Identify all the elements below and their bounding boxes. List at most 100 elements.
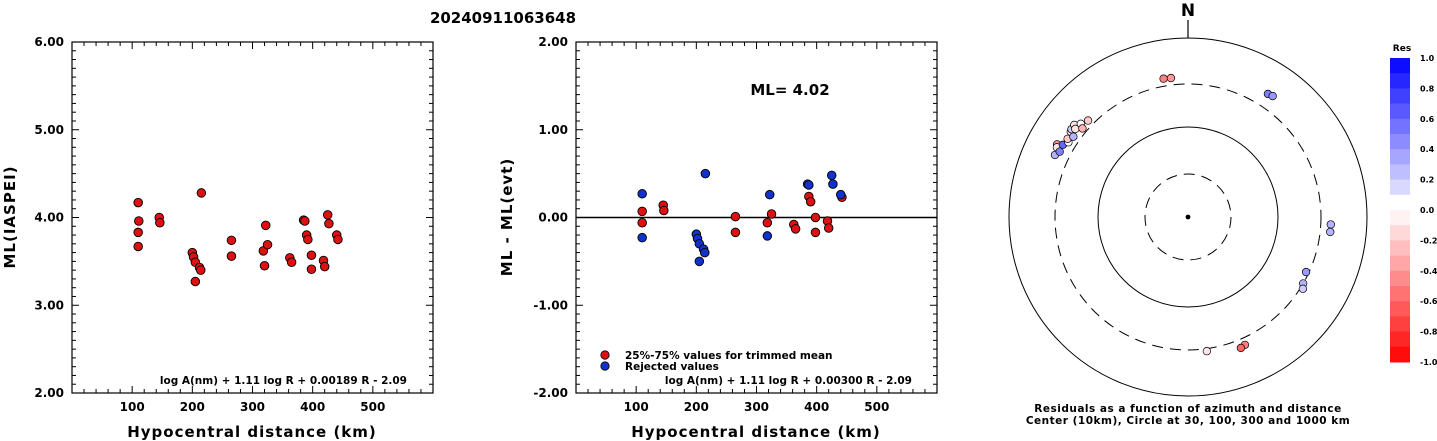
azimuth-plot-points [1050,73,1335,356]
ring-1000km [1008,37,1368,397]
station-point [1166,73,1176,83]
magnitude-plot-frame [71,41,434,394]
magnitude-point [155,218,165,228]
residual-point [826,170,837,181]
residual-point [659,205,669,216]
residual-point [823,223,834,233]
residual-point [764,189,775,200]
colorbar-cell [1390,316,1410,333]
colorbar-cell [1390,331,1410,348]
magnitude-y-tick-label: 2.00 [34,386,64,400]
colorbar-cell [1390,210,1410,226]
colorbar-cell [1390,179,1410,196]
colorbar-cell [1390,286,1410,302]
magnitude-x-tick-label: 300 [240,400,265,414]
colorbar-tick-label: 1.0 [1420,54,1435,63]
colorbar-tick-label: -0.4 [1420,267,1437,276]
residual-y-tick-label: -2.00 [533,386,568,400]
residual-point [730,211,741,222]
colorbar-tick-label: 0.0 [1420,206,1435,215]
colorbar-labels: 1.0 0.8 0.6 0.4 0.2 0.0 -0.2 -0.4 -0.6 -0.8 -1.0 [1420,54,1437,367]
residual-x-tick-label: 100 [624,400,649,414]
residual-point [835,189,846,200]
residual-y-tick-label: 1.00 [538,123,568,137]
colorbar-cell [1390,225,1410,241]
colorbar-tick-label: -0.8 [1420,328,1437,337]
residual-y-tick-label: 2.00 [538,35,568,49]
station-point [1301,267,1311,277]
magnitude-point [133,197,143,208]
magnitude-point [262,239,273,250]
azimuth-panel: N Residuals as a function of azimuth and… [1008,1,1368,427]
residual-point [700,168,711,179]
residual-point [762,218,773,228]
ml-value: ML= 4.02 [750,81,829,99]
figure-title: 20240911063648 [430,9,576,27]
residual-point [810,227,821,238]
magnitude-point [300,216,310,226]
residual-point [828,179,838,189]
colorbar-cell [1390,164,1410,181]
magnitude-point [306,264,317,275]
residual-x-axis-label: Hypocentral distance (km) [631,423,881,441]
colorbar-cell [1390,194,1410,211]
epicenter-marker [1185,214,1191,220]
colorbar-title: Res [1393,44,1411,54]
magnitude-point [133,227,143,238]
colorbar-cell [1390,346,1410,363]
magnitude-panel: 100 200 300 400 500 2.00 3.00 4.00 5.00 6.00 Hypo… [1,35,434,441]
colorbar-tick-label: -0.6 [1420,297,1437,306]
residual-point [637,189,647,199]
north-label: N [1181,1,1195,21]
colorbar-cell [1390,240,1410,257]
magnitude-point [319,261,330,272]
station-point [1236,343,1246,353]
residual-colorbar: Res 1.0 0.8 0.6 0.4 0.2 0.0 -0.2 -0.4 -0.6 -0.8 -1… [1390,44,1437,367]
colorbar-tick-label: -1.0 [1420,358,1437,367]
magnitude-y-axis-label: ML(IASPEI) [1,165,19,268]
magnitude-point [286,257,297,268]
colorbar-tick-label: 0.2 [1420,176,1434,185]
station-point [1326,227,1335,237]
magnitude-point [190,276,201,287]
colorbar-cell [1390,301,1410,317]
magnitude-point [133,241,143,252]
magnitude-point [196,188,207,198]
colorbar-cell [1390,270,1410,287]
legend-marker-trimmed [600,350,610,360]
magnitude-point [226,251,237,261]
colorbar-cell [1390,149,1410,165]
residual-x-tick-label: 300 [744,400,769,414]
magnitude-point [303,234,313,245]
ring-300km [1054,83,1322,351]
colorbar-cell [1390,73,1410,89]
residual-y-tick-label: 0.00 [538,211,568,225]
residual-y-tick-label: -1.00 [533,298,568,312]
magnitude-y-tick-label: 6.00 [34,35,64,49]
colorbar-cell [1390,58,1410,74]
magnitude-point [306,250,317,260]
ring-100km [1097,126,1279,308]
azimuth-caption-line-2: Center (10km), Circle at 30, 100, 300 an… [1026,415,1350,427]
residual-x-tick-label: 400 [804,400,829,414]
magnitude-y-tick-label: 5.00 [34,123,64,137]
magnitude-plot-ticks: 100 200 300 400 500 2.00 3.00 4.00 5.00 6.00 [34,35,433,414]
residual-x-tick-label: 200 [684,400,709,414]
residual-formula: log A(nm) + 1.11 log R + 0.00300 R - 2.0… [665,375,912,387]
residual-point [694,256,705,267]
station-point [1083,116,1093,125]
magnitude-point [259,261,270,271]
residual-point [810,212,821,223]
colorbar-cell [1390,118,1410,135]
colorbar-cell [1390,88,1410,105]
magnitude-formula: log A(nm) + 1.11 log R + 0.00189 R - 2.0… [160,375,407,387]
colorbar-cells [1390,58,1410,363]
station-point [1055,147,1064,156]
residual-point [805,196,816,207]
residual-y-axis-label: ML - ML(evt) [498,158,516,276]
colorbar-cell [1390,255,1410,272]
colorbar-tick-label: 0.4 [1420,145,1435,154]
colorbar-tick-label: 0.6 [1420,115,1435,124]
magnitude-point [333,234,343,245]
